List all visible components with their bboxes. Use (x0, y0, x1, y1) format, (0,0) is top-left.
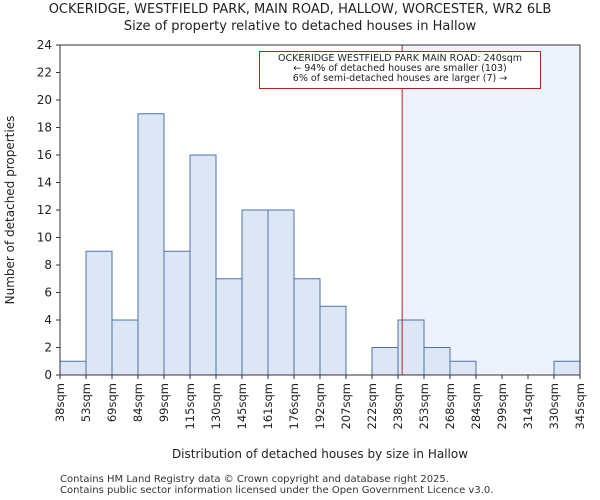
bar (319, 305, 347, 376)
y-tick-label: 20 (37, 93, 52, 107)
larger-region-shade (402, 45, 580, 375)
y-tick-label: 24 (37, 38, 52, 52)
x-tick-label: 130sqm (209, 383, 223, 429)
annotation-line-3: 6% of semi-detached houses are larger (7… (292, 73, 508, 84)
bar (137, 113, 165, 376)
x-tick-label: 53sqm (79, 383, 93, 422)
annotation-line-1: OCKERIDGE WESTFIELD PARK MAIN ROAD: 240s… (278, 53, 522, 64)
bar (215, 278, 243, 376)
x-tick-label: 207sqm (339, 383, 353, 429)
y-tick-label: 22 (37, 66, 52, 80)
x-tick-label: 69sqm (105, 383, 119, 422)
y-tick-label: 4 (44, 313, 52, 327)
chart-subtitle: Size of property relative to detached ho… (123, 19, 477, 34)
bar (553, 360, 581, 376)
x-tick-label: 253sqm (417, 383, 431, 429)
y-tick-label: 18 (37, 121, 52, 135)
y-tick-label: 12 (37, 203, 52, 217)
bar (163, 250, 191, 376)
y-tick-label: 0 (44, 368, 52, 382)
bar (371, 347, 399, 376)
y-axis-label: Number of detached properties (3, 116, 17, 305)
x-tick-label: 222sqm (365, 383, 379, 429)
x-tick-label: 84sqm (131, 383, 145, 422)
x-tick-label: 268sqm (443, 383, 457, 429)
chart-title: OCKERIDGE, WESTFIELD PARK, MAIN ROAD, HA… (48, 2, 552, 17)
bar (241, 209, 269, 376)
x-tick-label: 238sqm (391, 383, 405, 429)
annotation-box: OCKERIDGE WESTFIELD PARK MAIN ROAD: 240s… (259, 51, 541, 89)
x-tick-label: 345sqm (573, 383, 587, 429)
x-axis-label: Distribution of detached houses by size … (172, 447, 468, 461)
y-tick-label: 10 (37, 231, 52, 245)
x-tick-label: 145sqm (235, 383, 249, 429)
y-tick-label: 2 (44, 341, 52, 355)
x-tick-label: 314sqm (521, 383, 535, 429)
x-tick-label: 161sqm (261, 383, 275, 429)
x-tick-label: 176sqm (287, 383, 301, 429)
footer-copyright: Contains HM Land Registry data © Crown c… (60, 474, 449, 485)
bar (423, 347, 451, 376)
annotation-line-2: ← 94% of detached houses are smaller (10… (293, 63, 507, 74)
y-tick-label: 6 (44, 286, 52, 300)
x-tick-label: 284sqm (469, 383, 483, 429)
bar (111, 319, 139, 376)
x-tick-label: 192sqm (313, 383, 327, 429)
footer-licence: Contains public sector information licen… (60, 485, 494, 496)
bar (59, 360, 87, 376)
bar (449, 360, 477, 376)
y-tick-label: 16 (37, 148, 52, 162)
y-tick-label: 8 (44, 258, 52, 272)
bar (267, 209, 295, 376)
x-tick-label: 330sqm (547, 383, 561, 429)
y-tick-label: 14 (37, 176, 52, 190)
x-tick-label: 99sqm (157, 383, 171, 422)
x-tick-label: 115sqm (183, 383, 197, 429)
bar (189, 154, 217, 376)
bar (85, 250, 113, 376)
x-tick-label: 38sqm (53, 383, 67, 422)
x-tick-label: 299sqm (495, 383, 509, 429)
bar (293, 278, 321, 376)
